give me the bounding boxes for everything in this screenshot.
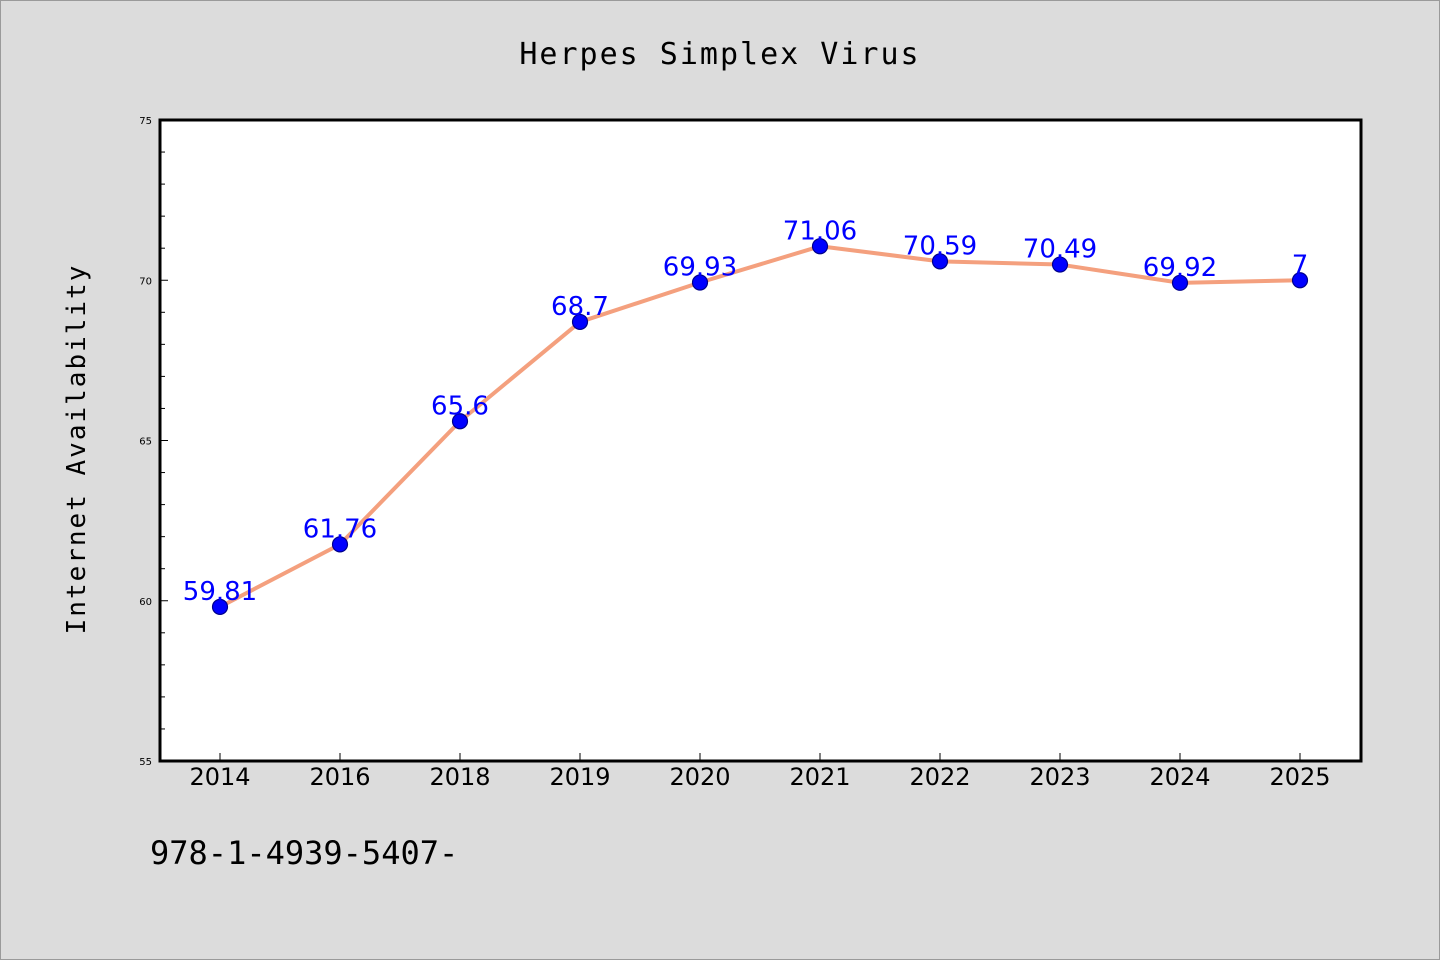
x-tick-label: 2021: [789, 763, 850, 791]
x-tick-label: 2018: [429, 763, 490, 791]
data-label: 69.92: [1143, 253, 1217, 283]
x-tick-label: 2020: [669, 763, 730, 791]
data-label: 71.06: [783, 216, 857, 246]
y-tick-label: 60: [139, 597, 152, 608]
data-point: [211, 598, 229, 615]
x-tick-label: 2024: [1149, 763, 1210, 791]
data-point: [571, 313, 589, 331]
x-tick-label: 2023: [1029, 763, 1090, 791]
data-point: [1051, 256, 1069, 273]
x-tick-label: 2019: [549, 763, 610, 791]
series-line: [218, 244, 1302, 609]
data-point: [451, 413, 469, 430]
data-label: 70.49: [1023, 235, 1097, 265]
y-tick-label: 65: [139, 437, 152, 448]
x-tick-label: 2016: [309, 763, 370, 791]
data-label: 59.81: [183, 577, 257, 607]
x-tick-label: 2025: [1269, 763, 1330, 791]
data-point: [1171, 274, 1189, 291]
data-label: 69.93: [663, 252, 737, 282]
y-tick-label: 70: [139, 276, 152, 287]
x-tick-label: 2022: [909, 763, 970, 791]
data-point: [331, 536, 349, 553]
y-axis-label: Internet Availability: [62, 264, 92, 635]
plot-background: [160, 120, 1361, 761]
series-layer: 59.81 61.76 65.6 68.7 69.93 71.06 70.59 70.49 69…: [183, 216, 1309, 615]
y-tick-label: 75: [139, 116, 152, 127]
ticks-layer: 55 60 65 70 75 2014 2016 2018 2019 2020 2021 2022 20…: [139, 116, 1330, 791]
plot-area: 55 60 65 70 75 2014 2016 2018 2019 2020 2021 2022 20…: [139, 116, 1363, 791]
data-label: 70.59: [903, 231, 977, 261]
data-point: [691, 274, 709, 291]
data-point: [1291, 272, 1309, 289]
x-tick-label: 2014: [189, 763, 250, 791]
data-point: [931, 253, 949, 270]
data-point: [811, 238, 829, 255]
data-label: 65.6: [431, 391, 489, 421]
data-label: 7: [1292, 250, 1309, 280]
y-tick-label: 55: [139, 757, 152, 768]
plot-border: [158, 118, 1363, 763]
chart-title: Herpes Simplex Virus: [519, 37, 920, 72]
data-label: 61.76: [303, 514, 377, 544]
footer-code: 978-1-4939-5407-: [150, 834, 458, 872]
data-label: 68.7: [551, 292, 609, 322]
